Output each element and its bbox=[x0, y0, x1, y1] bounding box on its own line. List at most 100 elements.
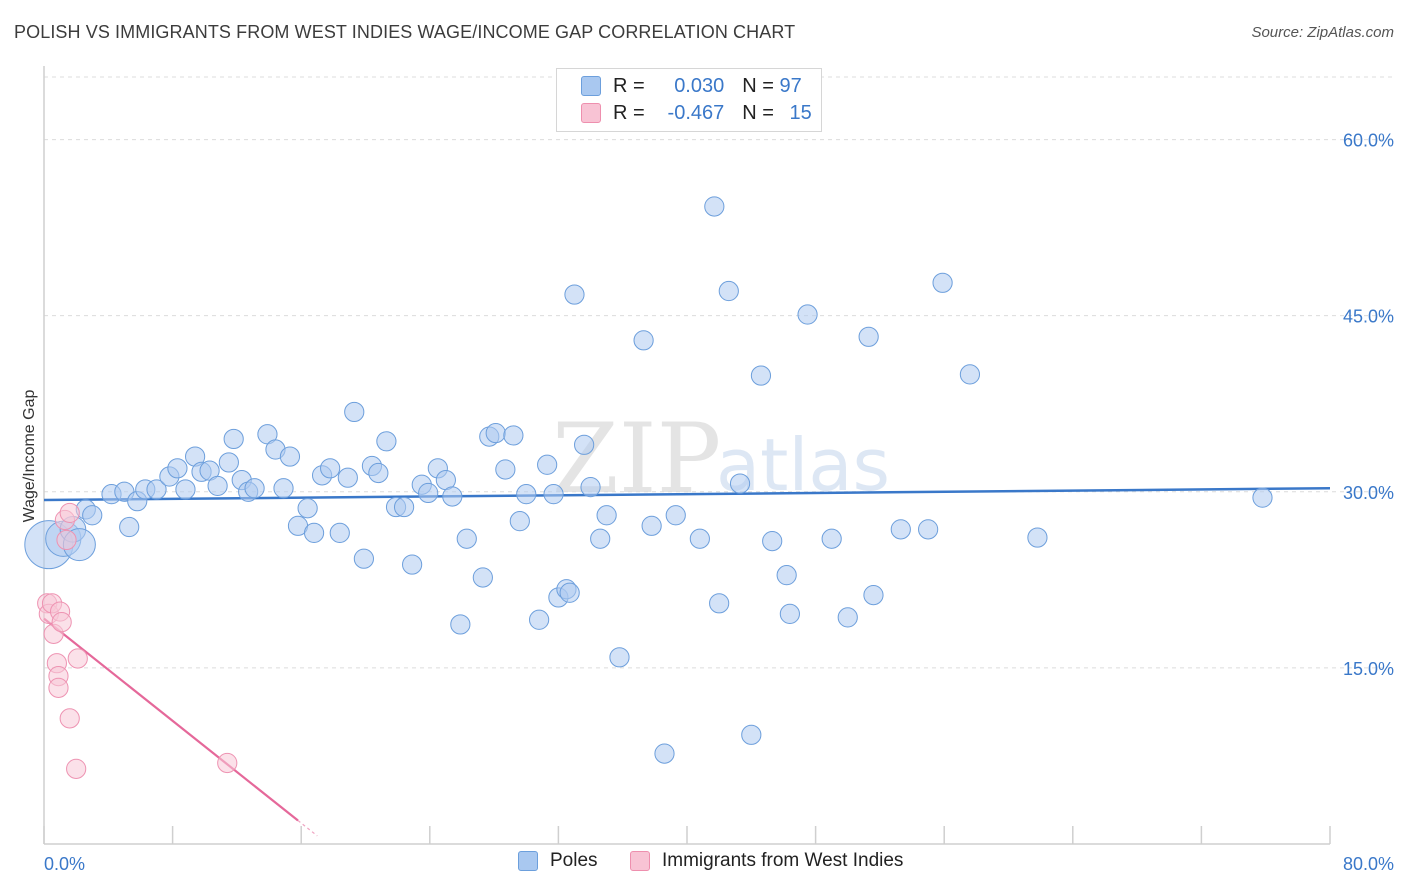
y-tick-labels: 15.0% 30.0% 45.0% 60.0% bbox=[1343, 131, 1394, 679]
data-point-west-indies bbox=[56, 529, 77, 551]
data-point-poles bbox=[368, 462, 389, 484]
trend-line-west-indies bbox=[43, 617, 299, 822]
bottom-legend-swatch-poles bbox=[518, 851, 538, 871]
data-point-poles bbox=[175, 479, 196, 500]
data-point-poles bbox=[543, 484, 564, 505]
watermark-zip: ZIP bbox=[552, 403, 721, 515]
data-point-poles bbox=[574, 434, 595, 455]
bottom-legend-label-west-indies: Immigrants from West Indies bbox=[662, 850, 904, 871]
data-point-poles bbox=[503, 425, 524, 446]
data-point-poles bbox=[485, 422, 506, 444]
grid bbox=[44, 76, 1394, 669]
data-point-poles bbox=[863, 585, 884, 606]
legend-r-label: R = bbox=[613, 101, 645, 124]
data-point-poles bbox=[750, 365, 772, 386]
data-point-poles bbox=[344, 401, 365, 423]
data-point-poles bbox=[709, 593, 730, 614]
y-tick-label: 15.0% bbox=[1343, 659, 1394, 679]
data-point-west-indies bbox=[66, 758, 87, 779]
legend-n-value: 15 bbox=[789, 101, 812, 124]
data-point-poles bbox=[654, 743, 675, 764]
data-point-west-indies bbox=[48, 677, 69, 698]
data-point-poles bbox=[1252, 487, 1273, 508]
data-point-poles bbox=[279, 446, 301, 467]
trend-line-west-indies-extension bbox=[297, 820, 318, 837]
data-point-poles bbox=[472, 567, 493, 588]
legend-r-label: R = bbox=[613, 74, 645, 97]
data-point-poles bbox=[393, 496, 415, 518]
data-point-poles bbox=[82, 505, 103, 526]
data-point-poles bbox=[590, 528, 611, 549]
data-point-poles bbox=[741, 724, 762, 745]
data-point-poles bbox=[418, 482, 439, 504]
data-point-poles bbox=[495, 459, 516, 480]
data-point-poles bbox=[207, 475, 228, 497]
trend-line-poles bbox=[43, 487, 1331, 502]
data-point-poles bbox=[297, 498, 318, 519]
data-point-west-indies bbox=[51, 612, 72, 633]
axes bbox=[43, 66, 1331, 845]
data-point-poles bbox=[821, 528, 842, 549]
watermark: ZIP atlas bbox=[552, 403, 890, 515]
data-point-poles bbox=[456, 528, 477, 549]
data-point-west-indies bbox=[67, 648, 88, 669]
data-point-poles bbox=[918, 519, 939, 540]
data-point-poles bbox=[596, 505, 617, 526]
legend-n-label: N = bbox=[742, 74, 774, 97]
data-point-poles bbox=[376, 431, 397, 452]
y-tick-label: 60.0% bbox=[1343, 131, 1394, 151]
data-point-poles bbox=[516, 484, 537, 505]
data-point-poles bbox=[641, 515, 662, 536]
data-point-poles bbox=[223, 428, 244, 450]
x-tick-max: 80.0% bbox=[1343, 854, 1394, 874]
data-point-poles bbox=[890, 519, 911, 540]
legend-row-west-indies: R = -0.467 N = 15 bbox=[581, 100, 812, 126]
data-point-poles bbox=[762, 530, 783, 552]
legend-swatch-poles bbox=[581, 76, 601, 96]
data-point-poles bbox=[402, 554, 423, 575]
data-point-poles bbox=[353, 548, 374, 569]
data-point-poles bbox=[718, 280, 739, 302]
legend-r-value: 0.030 bbox=[674, 74, 725, 97]
data-point-poles bbox=[665, 505, 686, 526]
data-point-poles bbox=[564, 284, 585, 305]
bottom-legend-poles: Poles bbox=[518, 850, 598, 872]
y-axis-title: Wage/Income Gap bbox=[21, 390, 38, 523]
data-point-poles bbox=[689, 528, 710, 549]
data-point-west-indies bbox=[217, 752, 238, 774]
data-point-poles bbox=[337, 467, 358, 488]
y-tick-label: 45.0% bbox=[1343, 307, 1394, 327]
data-point-poles bbox=[146, 479, 167, 500]
source-label: Source: ZipAtlas.com bbox=[1251, 24, 1394, 41]
legend-r-value: -0.467 bbox=[667, 101, 725, 124]
data-point-poles bbox=[609, 647, 630, 668]
data-point-poles bbox=[218, 452, 239, 473]
legend-row-poles: R = 0.030 N = 97 bbox=[581, 73, 802, 99]
data-point-poles bbox=[858, 326, 879, 347]
data-point-poles bbox=[509, 511, 530, 532]
data-point-west-indies bbox=[59, 708, 80, 729]
legend-n-label: N = bbox=[742, 101, 774, 124]
data-point-west-indies bbox=[59, 502, 80, 524]
trend-lines bbox=[43, 487, 1331, 837]
series-west-indies bbox=[37, 502, 238, 779]
y-tick-label: 30.0% bbox=[1343, 483, 1394, 503]
data-point-poles bbox=[779, 603, 800, 624]
stats-legend: R = 0.030 N = 97 R = -0.467 N = 15 bbox=[556, 68, 822, 132]
data-point-poles bbox=[959, 364, 981, 385]
data-point-poles bbox=[320, 458, 341, 479]
data-point-poles bbox=[837, 607, 858, 628]
data-point-poles bbox=[729, 473, 751, 494]
data-point-poles bbox=[329, 522, 350, 543]
data-point-poles bbox=[450, 614, 471, 635]
data-point-poles bbox=[303, 522, 325, 543]
data-point-poles bbox=[537, 454, 558, 475]
data-point-poles bbox=[559, 582, 580, 603]
bottom-legend-label-poles: Poles bbox=[550, 850, 598, 871]
data-point-poles bbox=[244, 478, 265, 499]
data-point-poles bbox=[797, 304, 818, 325]
data-point-poles bbox=[1027, 527, 1048, 548]
data-point-poles bbox=[442, 486, 463, 507]
data-point-poles bbox=[119, 516, 140, 538]
